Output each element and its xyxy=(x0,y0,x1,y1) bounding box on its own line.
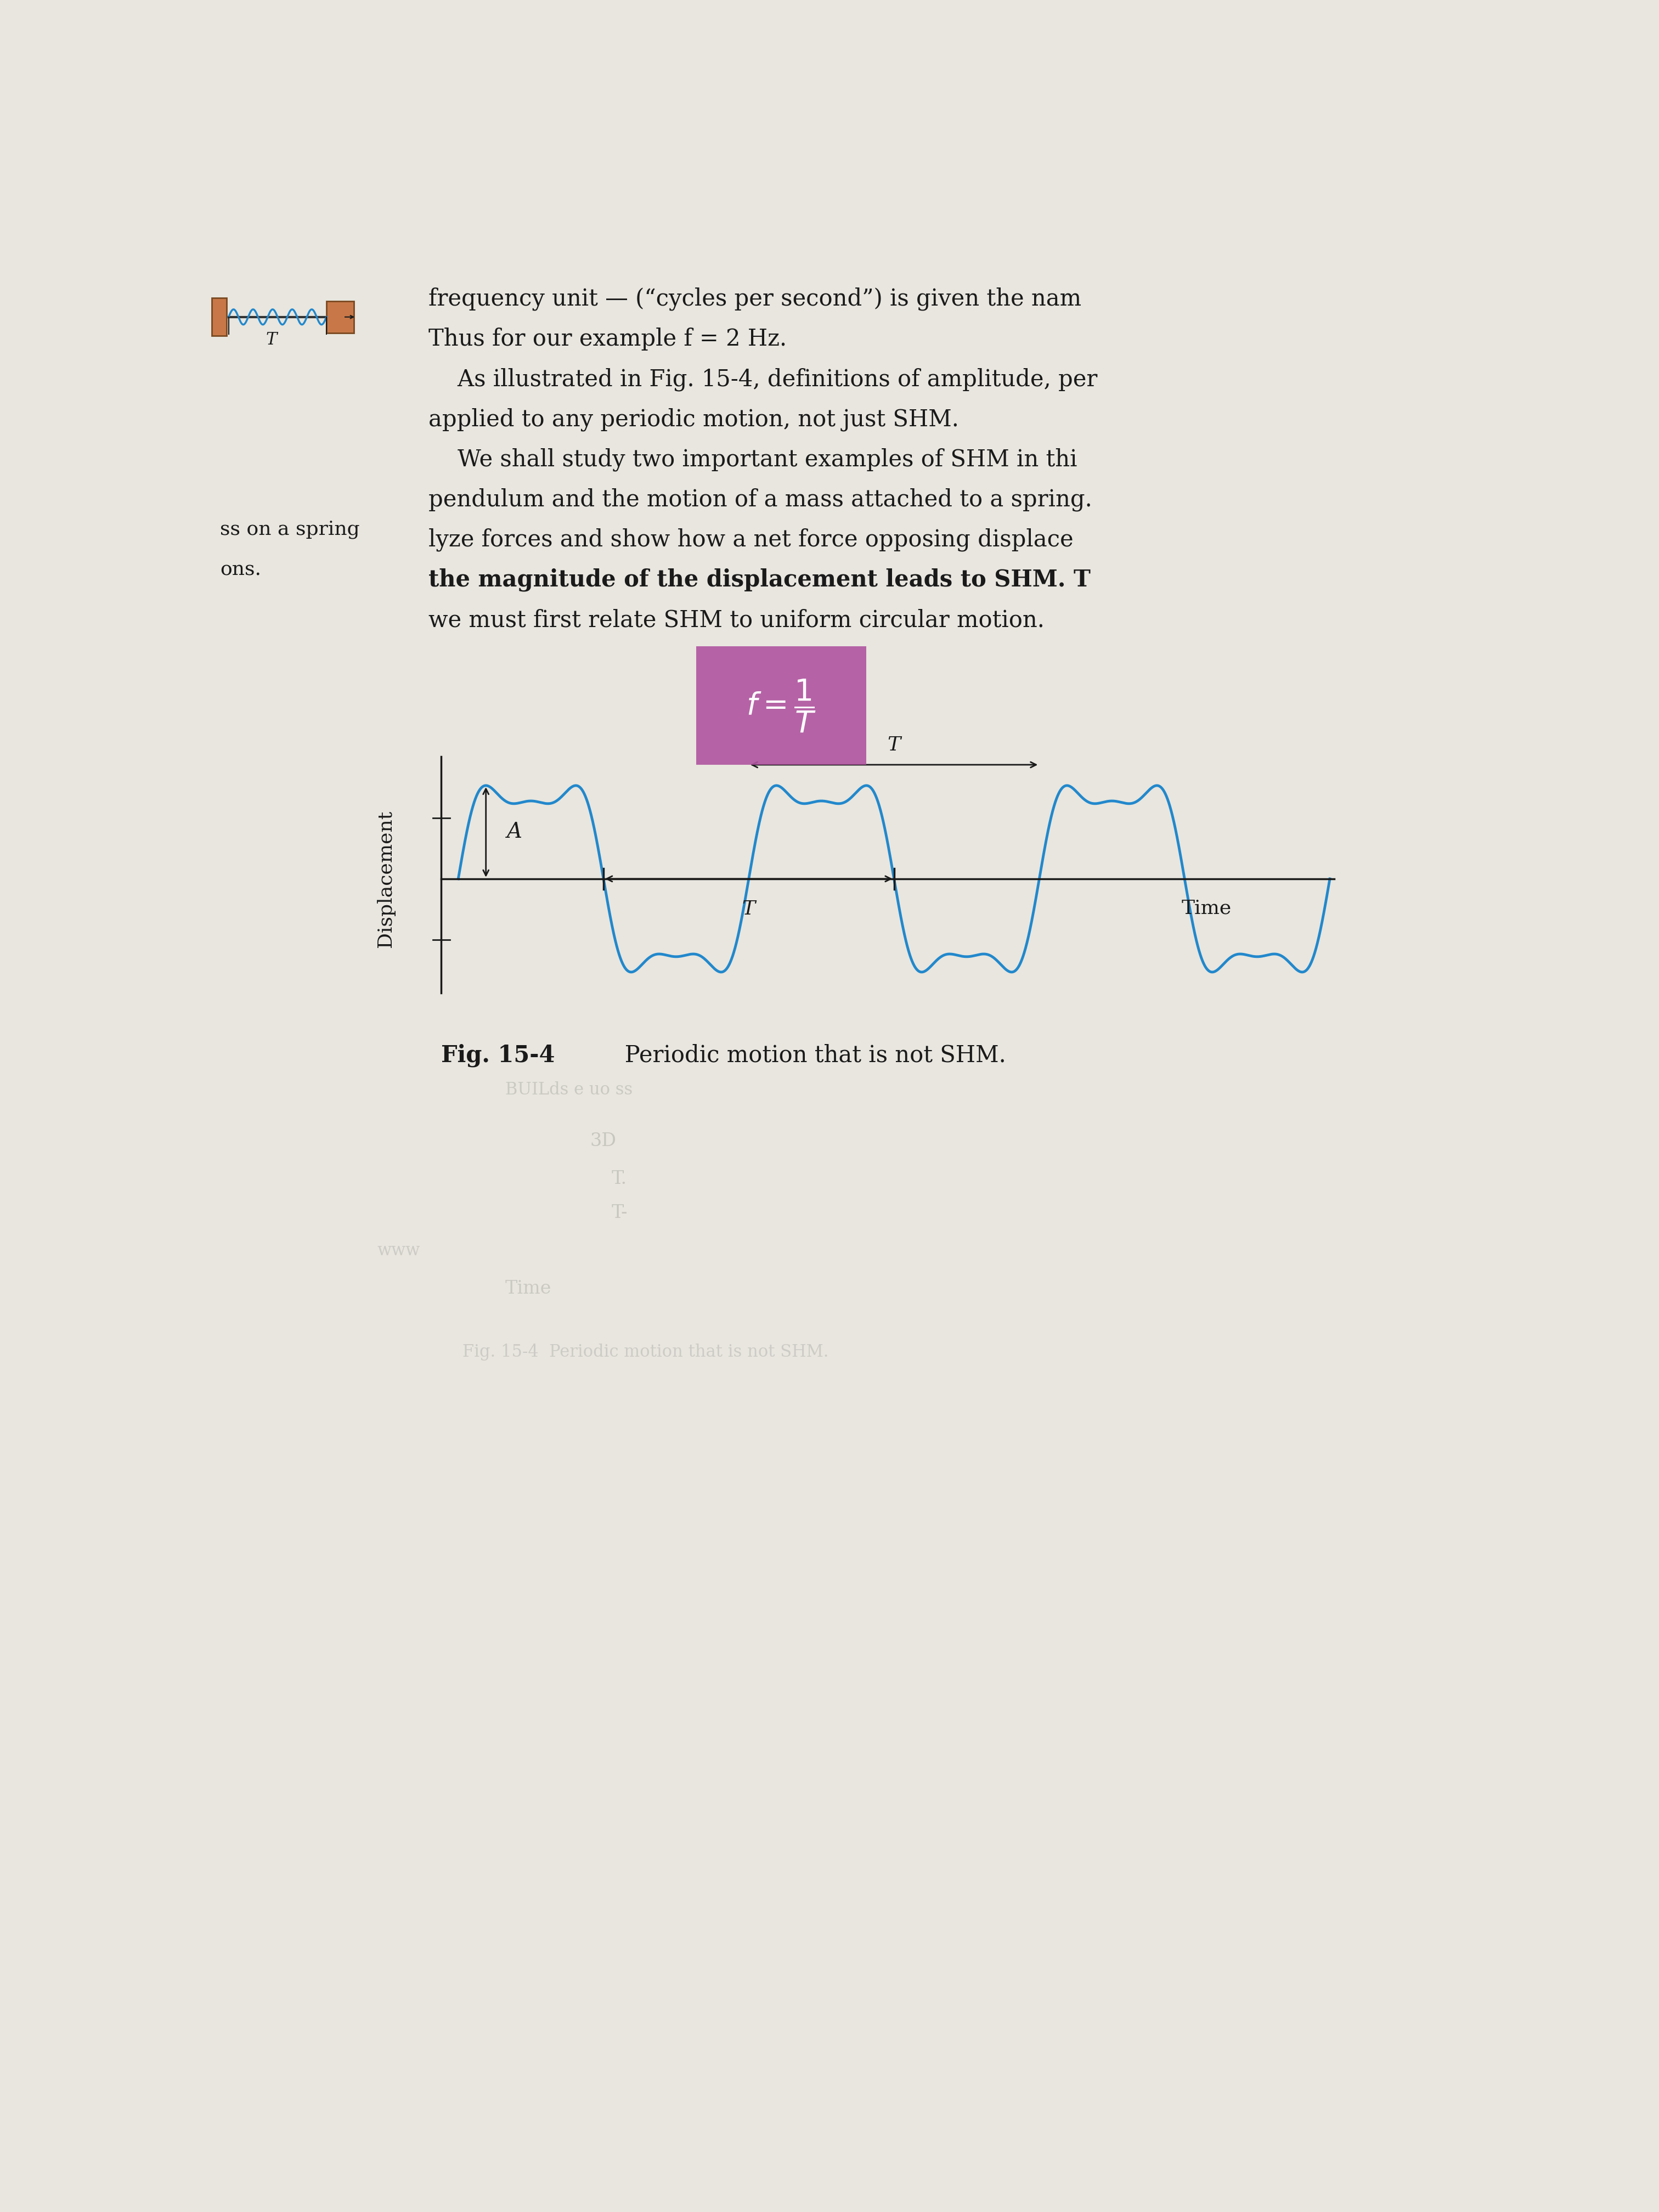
Text: Fig. 15-4  Periodic motion that is not SHM.: Fig. 15-4 Periodic motion that is not SH… xyxy=(463,1343,830,1360)
Text: we must first relate SHM to uniform circular motion.: we must first relate SHM to uniform circ… xyxy=(428,608,1045,630)
Text: Displacement: Displacement xyxy=(377,810,395,947)
Text: $f = \dfrac{1}{T}$: $f = \dfrac{1}{T}$ xyxy=(747,677,816,734)
Text: pendulum and the motion of a mass attached to a spring.: pendulum and the motion of a mass attach… xyxy=(428,489,1092,511)
Text: Time: Time xyxy=(504,1281,551,1298)
Text: T-: T- xyxy=(611,1203,627,1221)
Text: BUILds e uo ss: BUILds e uo ss xyxy=(504,1082,632,1099)
Text: Time: Time xyxy=(1181,898,1231,918)
Text: T: T xyxy=(265,332,277,347)
Text: the magnitude of the displacement leads to SHM. T: the magnitude of the displacement leads … xyxy=(428,568,1090,591)
Text: 3D: 3D xyxy=(591,1133,617,1150)
Text: www: www xyxy=(378,1243,420,1259)
Text: Fig. 15-4: Fig. 15-4 xyxy=(441,1044,556,1066)
Text: T.: T. xyxy=(611,1170,627,1188)
Text: As illustrated in Fig. 15-4, definitions of amplitude, per: As illustrated in Fig. 15-4, definitions… xyxy=(428,367,1097,392)
Text: frequency unit — (“cycles per second”) is given the nam: frequency unit — (“cycles per second”) i… xyxy=(428,288,1082,310)
Bar xyxy=(212,299,227,336)
Text: T: T xyxy=(888,737,901,754)
Text: Thus for our example f = 2 Hz.: Thus for our example f = 2 Hz. xyxy=(428,327,786,349)
Text: Periodic motion that is not SHM.: Periodic motion that is not SHM. xyxy=(602,1044,1005,1066)
Text: lyze forces and show how a net force opposing displace: lyze forces and show how a net force opp… xyxy=(428,529,1073,551)
Text: We shall study two important examples of SHM in thi: We shall study two important examples of… xyxy=(428,449,1077,471)
Bar xyxy=(327,301,353,334)
Text: ons.: ons. xyxy=(221,560,260,580)
Text: applied to any periodic motion, not just SHM.: applied to any periodic motion, not just… xyxy=(428,407,959,431)
Bar xyxy=(697,646,866,765)
Text: ss on a spring: ss on a spring xyxy=(221,520,360,540)
Text: A: A xyxy=(508,823,523,843)
Text: T: T xyxy=(742,900,755,918)
